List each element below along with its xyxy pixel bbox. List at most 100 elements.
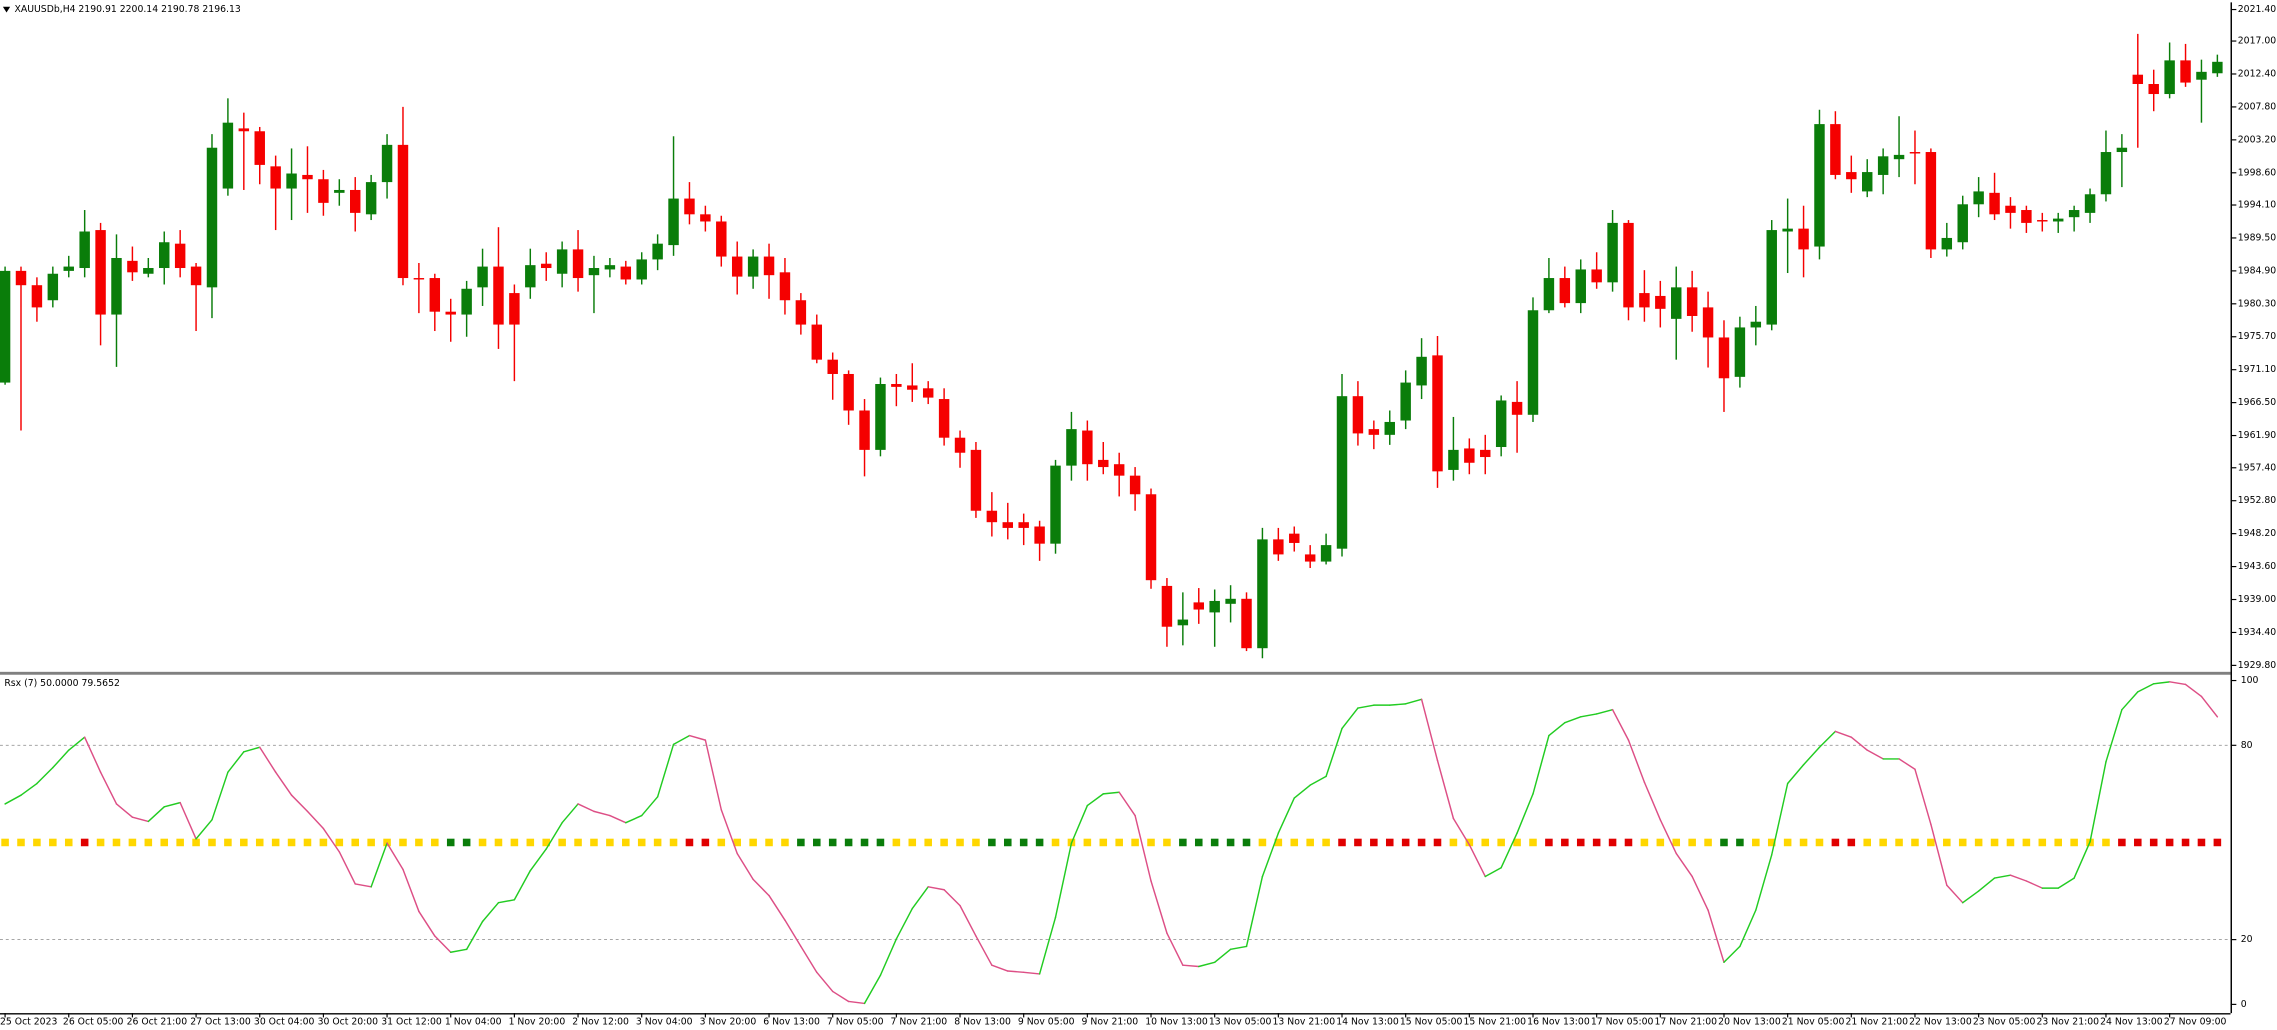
candle-body bbox=[318, 179, 329, 203]
price-label: 1957.40 bbox=[2238, 462, 2276, 473]
rsx-segment bbox=[1993, 874, 2012, 879]
rsx-segment bbox=[688, 734, 707, 741]
candle-body bbox=[429, 278, 441, 312]
rsx-segment bbox=[1007, 970, 1025, 974]
time-label: 14 Nov 13:00 bbox=[1336, 1016, 1399, 1027]
time-label: 1 Nov 20:00 bbox=[509, 1016, 566, 1027]
rsx-segment bbox=[259, 746, 277, 773]
candle-body bbox=[397, 144, 409, 279]
time-label: 16 Nov 13:00 bbox=[1527, 1016, 1590, 1027]
signal-dot bbox=[574, 838, 582, 847]
rsx-segment bbox=[290, 794, 309, 813]
candle-body bbox=[1082, 430, 1093, 465]
price-label: 1984.90 bbox=[2238, 265, 2276, 276]
rsx-segment bbox=[1643, 781, 1662, 821]
rsx-segment bbox=[338, 851, 356, 885]
rsx-segment bbox=[847, 1000, 866, 1005]
candle-body bbox=[779, 272, 791, 301]
candle-body bbox=[1877, 156, 1889, 175]
candle-body bbox=[445, 311, 456, 315]
candle-body bbox=[716, 221, 727, 257]
signal-dot bbox=[924, 838, 932, 847]
signal-dot bbox=[940, 838, 948, 847]
rsx-segment bbox=[2121, 691, 2139, 711]
signal-dot bbox=[144, 838, 153, 847]
signal-dot bbox=[1401, 838, 1410, 847]
candle-body bbox=[652, 243, 663, 260]
rsx-segment bbox=[1293, 784, 1311, 799]
signal-dot bbox=[1879, 838, 1887, 847]
candle-body bbox=[1782, 228, 1793, 232]
signal-dot bbox=[1179, 838, 1187, 847]
signal-dot bbox=[2213, 838, 2222, 847]
candle-body bbox=[2052, 218, 2064, 222]
rsx-segment bbox=[656, 743, 675, 798]
rsx-segment bbox=[1961, 890, 1980, 904]
candle-body bbox=[1193, 602, 1204, 610]
signal-dot bbox=[1385, 838, 1394, 847]
signal-dot bbox=[972, 838, 980, 847]
rsx-axis-label: 80 bbox=[2241, 740, 2253, 751]
rsx-segment bbox=[306, 810, 325, 830]
signal-dot bbox=[765, 838, 773, 847]
signal-dot bbox=[1529, 838, 1537, 847]
signal-dot bbox=[2006, 838, 2015, 847]
rsx-segment bbox=[1357, 704, 1375, 709]
candle-body bbox=[2148, 84, 2159, 95]
rsx-segment bbox=[2168, 681, 2187, 686]
signal-dot bbox=[1465, 838, 1474, 847]
rsx-segment bbox=[115, 803, 134, 818]
signal-dot bbox=[1513, 838, 1521, 847]
candle-body bbox=[843, 373, 854, 411]
candle-body bbox=[1702, 307, 1714, 338]
signal-dot bbox=[303, 838, 312, 847]
signal-dot bbox=[1019, 838, 1028, 847]
rsx-segment bbox=[1452, 817, 1471, 846]
signal-dot bbox=[1242, 838, 1251, 847]
candle-body bbox=[47, 273, 59, 301]
time-label: 15 Nov 21:00 bbox=[1464, 1016, 1527, 1027]
signal-dot bbox=[462, 838, 471, 847]
rsx-segment bbox=[2105, 708, 2123, 763]
time-label: 25 Oct 2023 bbox=[0, 1016, 57, 1027]
rsx-segment bbox=[1707, 909, 1725, 964]
collapse-triangle[interactable] bbox=[2, 6, 11, 13]
candle-body bbox=[1973, 191, 1984, 205]
rsx-segment bbox=[227, 751, 245, 773]
signal-dot bbox=[1831, 838, 1840, 847]
price-label: 1948.20 bbox=[2238, 528, 2276, 539]
rsx-segment bbox=[593, 810, 611, 817]
signal-dot bbox=[892, 838, 901, 847]
candle-body bbox=[620, 266, 632, 280]
rsx-segment bbox=[1245, 875, 1264, 948]
signal-dot bbox=[446, 838, 455, 847]
rsx-segment bbox=[1723, 945, 1741, 964]
candle-body bbox=[1257, 539, 1268, 649]
price-label: 2017.00 bbox=[2238, 36, 2276, 47]
candle-body bbox=[31, 285, 43, 308]
price-label: 1929.80 bbox=[2238, 660, 2276, 671]
signal-dot bbox=[1274, 838, 1283, 847]
signal-dot bbox=[1083, 838, 1092, 847]
rsx-segment bbox=[1659, 819, 1677, 855]
rsx-axis-label: 100 bbox=[2241, 675, 2259, 686]
time-label: 7 Nov 21:00 bbox=[891, 1016, 948, 1027]
signal-dot bbox=[1163, 838, 1171, 847]
signal-dot bbox=[335, 838, 344, 847]
candle-body bbox=[493, 266, 504, 325]
signal-dot bbox=[1720, 838, 1728, 847]
candle-body bbox=[2084, 194, 2096, 213]
rsx-segment bbox=[991, 964, 1009, 972]
candle-body bbox=[63, 266, 74, 271]
candle-body bbox=[1861, 172, 1873, 192]
candle-body bbox=[477, 266, 488, 288]
rsx-segment bbox=[68, 736, 86, 751]
signal-dot bbox=[1258, 838, 1267, 847]
price-label: 1989.50 bbox=[2238, 232, 2276, 243]
candle-body bbox=[1273, 539, 1284, 555]
time-label: 23 Nov 05:00 bbox=[1973, 1016, 2036, 1027]
candle-body bbox=[1304, 554, 1316, 562]
signal-dot bbox=[1147, 838, 1155, 847]
rsx-segment bbox=[1755, 854, 1773, 911]
candle-body bbox=[1766, 230, 1777, 325]
